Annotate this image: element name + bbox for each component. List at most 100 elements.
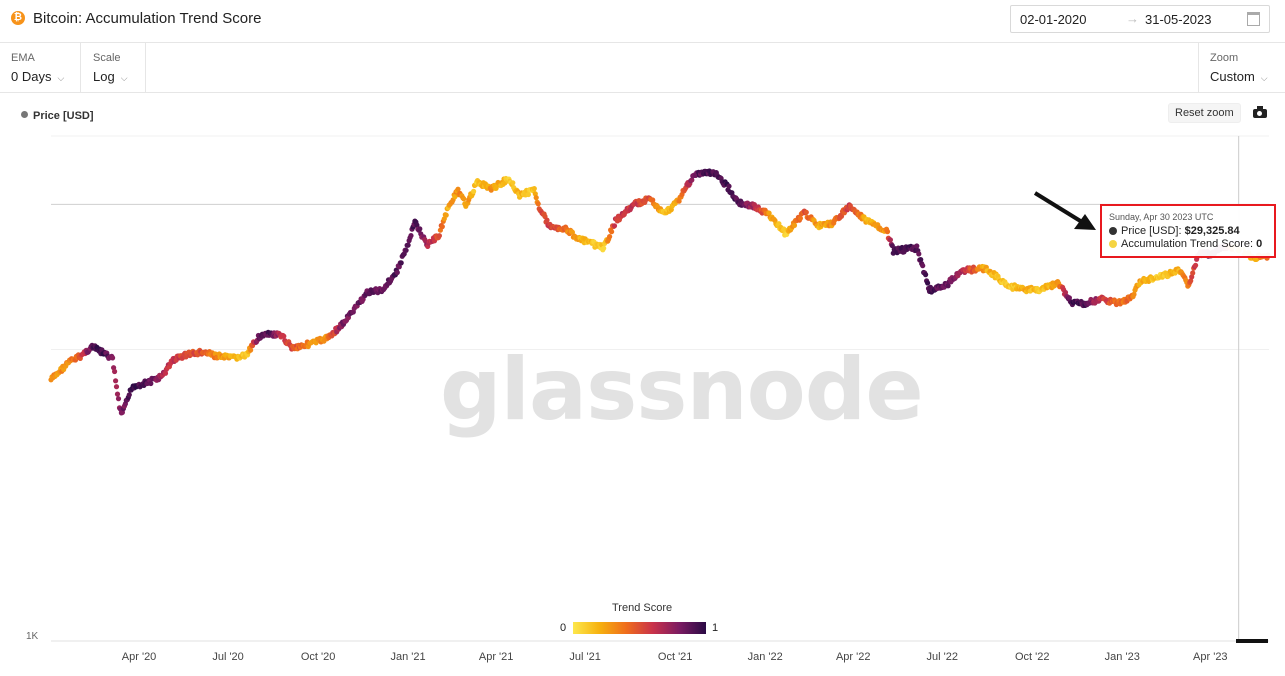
tooltip-score-row: Accumulation Trend Score: 0 <box>1109 238 1262 250</box>
zoom-value[interactable]: Custom ⌵ <box>1210 69 1268 84</box>
annotation-arrow <box>1033 191 1084 224</box>
price-point <box>162 370 169 376</box>
zoom-label: Zoom <box>1210 52 1239 64</box>
price-point <box>112 368 118 375</box>
price-point <box>408 233 414 239</box>
price-point <box>884 229 891 235</box>
price-point <box>611 223 618 229</box>
price-point <box>113 384 120 390</box>
date-range-picker[interactable]: 02-01-2020 → 31-05-2023 <box>1010 5 1270 33</box>
price-point <box>803 209 809 215</box>
price-point <box>414 222 420 228</box>
chart-controls: EMA 0 Days ⌵ Scale Log ⌵ Zoom Custom ⌵ <box>0 43 1285 93</box>
ema-select[interactable]: EMA 0 Days ⌵ <box>0 43 81 92</box>
price-point <box>403 247 409 253</box>
colorbar <box>573 622 706 634</box>
price-point <box>838 213 845 219</box>
price-dot-icon <box>1109 227 1117 235</box>
x-tick-label: Jul '22 <box>926 651 958 663</box>
colorbar-max-label: 1 <box>712 622 719 634</box>
price-point <box>920 263 926 269</box>
scale-value[interactable]: Log ⌵ <box>93 69 128 84</box>
chevron-down-icon: ⌵ <box>57 73 65 83</box>
price-point <box>113 378 119 384</box>
x-tick-label: Apr '23 <box>1193 651 1228 663</box>
x-tick-label: Apr '22 <box>835 651 871 663</box>
price-point <box>455 186 461 192</box>
price-point <box>417 226 423 232</box>
price-point <box>115 396 122 402</box>
x-tick-label: Apr '20 <box>121 651 157 663</box>
ema-value[interactable]: 0 Days ⌵ <box>11 69 65 84</box>
price-point <box>1189 274 1195 280</box>
scale-select[interactable]: Scale Log ⌵ <box>82 43 146 92</box>
tooltip-price-value: $29,325.84 <box>1184 225 1240 237</box>
reset-zoom-button[interactable]: Reset zoom <box>1168 103 1241 123</box>
price-point <box>439 224 445 230</box>
price-point <box>405 242 411 248</box>
navigator-handle[interactable] <box>1236 639 1268 643</box>
calendar-icon[interactable] <box>1247 12 1260 26</box>
x-tick-label: Jul '20 <box>212 651 244 663</box>
price-point <box>676 198 682 204</box>
price-point <box>887 237 894 243</box>
colorbar-min-label: 0 <box>560 622 567 634</box>
legend-price[interactable]: Price [USD] <box>21 110 94 122</box>
price-point <box>781 226 787 232</box>
x-tick-label: Jul '21 <box>569 651 601 663</box>
tooltip-score-value: 0 <box>1256 238 1263 250</box>
price-point <box>945 283 951 289</box>
score-dot-icon <box>1109 240 1117 248</box>
arrow-right-icon: → <box>1126 11 1139 26</box>
legend-price-label: Price [USD] <box>33 110 94 122</box>
x-tick-label: Jan '21 <box>390 651 426 663</box>
tooltip: Sunday, Apr 30 2023 UTC Price [USD]: $29… <box>1100 204 1276 258</box>
camera-icon[interactable] <box>1253 106 1267 118</box>
ema-label: EMA <box>11 52 35 64</box>
x-tick-label: Oct '21 <box>657 651 693 663</box>
price-point <box>916 251 922 257</box>
tooltip-date: Sunday, Apr 30 2023 UTC <box>1109 212 1214 222</box>
price-point <box>396 264 402 270</box>
y-tick-label: 1K <box>26 631 39 642</box>
x-tick-label: Oct '20 <box>300 651 336 663</box>
price-point <box>394 269 400 276</box>
price-point <box>510 180 516 186</box>
price-point <box>110 355 116 361</box>
price-point <box>1188 278 1194 284</box>
price-point <box>766 210 772 216</box>
price-point <box>544 217 550 223</box>
tooltip-price-row: Price [USD]: $29,325.84 <box>1109 225 1240 237</box>
price-point <box>689 177 695 183</box>
price-point <box>1193 262 1199 268</box>
price-point <box>925 280 931 286</box>
price-point <box>126 392 132 398</box>
price-point <box>609 229 615 235</box>
watermark: glassnode <box>440 340 924 440</box>
x-tick-label: Jan '22 <box>747 651 783 663</box>
colorbar-title: Trend Score <box>612 602 673 614</box>
price-point <box>601 245 607 251</box>
scale-label: Scale <box>93 52 121 64</box>
price-point <box>751 202 758 208</box>
legend-dot-icon <box>21 111 28 118</box>
zoom-select[interactable]: Zoom Custom ⌵ <box>1198 43 1285 92</box>
price-point <box>398 260 404 266</box>
date-to-input[interactable]: 31-05-2023 <box>1145 12 1212 27</box>
price-point <box>923 272 929 278</box>
price-point <box>452 194 458 200</box>
x-tick-label: Jan '23 <box>1104 651 1140 663</box>
chevron-down-icon: ⌵ <box>120 73 128 83</box>
arrow-head-icon <box>1074 214 1096 230</box>
x-tick-label: Oct '22 <box>1014 651 1050 663</box>
price-point <box>531 186 537 192</box>
price-point <box>525 191 532 198</box>
price-point <box>533 195 539 201</box>
date-from-input[interactable]: 02-01-2020 <box>1020 12 1087 27</box>
price-point <box>918 257 924 263</box>
price-point <box>535 201 541 207</box>
bitcoin-icon: ₿ <box>11 11 25 25</box>
chevron-down-icon: ⌵ <box>1260 73 1268 83</box>
price-point <box>569 229 576 235</box>
